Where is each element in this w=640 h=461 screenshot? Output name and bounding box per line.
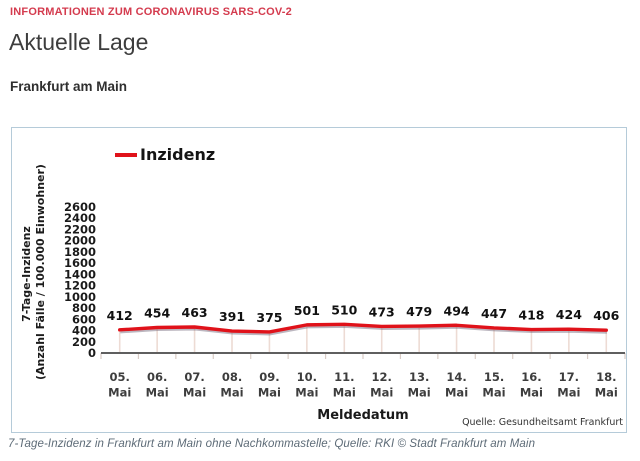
x-tick-label: 15. Mai [482,370,505,400]
y-tick-label: 1800 [64,245,96,259]
data-point-label: 479 [406,304,432,319]
page-eyebrow: INFORMATIONEN ZUM CORONAVIRUS SARS-COV-2 [10,6,292,18]
y-tick-label: 2400 [64,211,96,225]
x-tick-label: 11. Mai [333,370,356,400]
data-point-label: 447 [481,306,507,321]
y-tick-label: 200 [72,335,96,349]
data-point-label: 494 [444,303,470,318]
y-tick-label: 800 [72,301,96,315]
x-tick-label: 05. Mai [108,370,131,400]
chart-caption: 7-Tage-Inzidenz in Frankfurt am Main ohn… [8,438,536,450]
x-tick-label: 18. Mai [595,370,618,400]
incidence-line [118,322,608,334]
data-point-label: 454 [144,306,170,321]
data-point-label: 510 [331,302,357,317]
data-point-label: 463 [182,305,208,320]
page-title: Aktuelle Lage [9,29,149,55]
x-tick-label: 07. Mai [183,370,206,400]
y-tick-label: 1200 [64,279,96,293]
x-tick-label: 16. Mai [520,370,543,400]
line-shadow [120,325,607,336]
y-tick-label: 400 [72,324,96,338]
chart-source: Quelle: Gesundheitsamt Frankfurt [462,417,623,428]
incidence-chart-panel: Inzidenz 7-Tage-Inzidenz (Anzahl Fälle /… [11,127,627,433]
x-tick-label: 14. Mai [445,370,468,400]
legend-series-label: Inzidenz [140,145,216,164]
data-point-label: 391 [219,309,245,324]
y-tick-label: 600 [72,312,96,326]
x-axis-title: Meldedatum [317,408,408,423]
x-tick-label: 12. Mai [370,370,393,400]
x-tick-label: 10. Mai [295,370,318,400]
page-subtitle: Frankfurt am Main [10,79,128,94]
legend-line-swatch [115,153,137,157]
y-tick-label: 0 [88,346,96,360]
y-tick-label: 2000 [64,234,96,248]
data-point-label: 375 [256,310,282,325]
data-point-label: 406 [593,308,619,323]
x-tick-label: 17. Mai [557,370,580,400]
x-tick-label: 09. Mai [258,370,281,400]
data-point-label: 473 [369,304,395,319]
incidence-line-chart: 0200400600800100012001400160018002000220… [64,200,626,428]
x-tick-label: 13. Mai [408,370,431,400]
data-point-label: 424 [556,307,582,322]
y-tick-label: 1600 [64,256,96,270]
y-tick-label: 2200 [64,222,96,236]
y-tick-label: 1400 [64,267,96,281]
data-point-label: 412 [107,308,133,323]
data-point-label: 418 [518,308,544,323]
x-tick-label: 06. Mai [146,370,169,400]
chart-legend: Inzidenz [115,145,215,164]
data-point-label: 501 [294,303,320,318]
y-tick-label: 2600 [64,200,96,214]
x-tick-label: 08. Mai [220,370,243,400]
y-tick-label: 1000 [64,290,96,304]
